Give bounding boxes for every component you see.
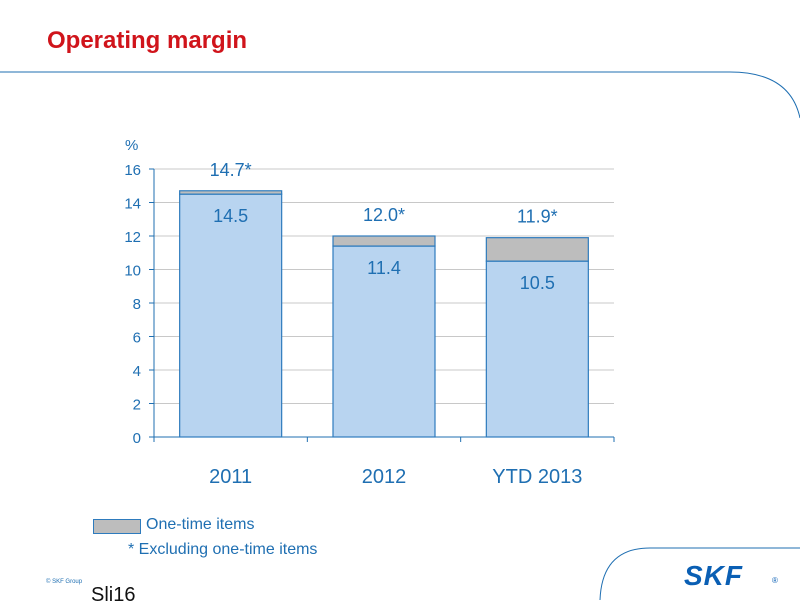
header-rule [0,71,800,119]
x-category-label: 2011 [209,466,252,488]
bar-one-time-items [179,190,283,195]
y-tick-label: 2 [133,397,141,414]
y-tick-label: 10 [124,263,141,280]
slide-number: Sli16 [91,584,136,606]
y-tick-label: 12 [124,229,141,246]
y-tick-label: 0 [133,430,141,447]
bar-base [332,245,436,438]
legend-label-one-time-items: One-time items [146,516,255,533]
y-tick-label: 8 [133,296,141,313]
bar-one-time-items [332,235,436,247]
bar-total-label: 14.7* [210,160,252,180]
registered-mark: ® [772,576,778,585]
y-tick-label: 16 [124,162,141,179]
y-tick-label: 6 [133,330,141,347]
bar-total-label: 12.0* [363,205,405,225]
bar-base [485,260,589,438]
bar-base-label: 14.5 [213,206,248,226]
bar-total-label: 11.9* [517,207,558,227]
footnote: * Excluding one-time items [128,541,318,558]
y-unit-label: % [125,137,138,154]
y-tick-label: 4 [133,363,141,380]
footer-arc [599,547,800,600]
bar-one-time-items [485,237,589,262]
bar-base-label: 11.4 [367,258,401,278]
y-tick-label: 14 [124,196,141,213]
x-category-label: YTD 2013 [492,466,582,488]
x-category-label: 2012 [362,466,407,488]
copyright: © SKF Group [46,579,83,585]
bar-base [179,193,283,438]
bar-base-label: 10.5 [520,273,555,293]
legend-swatch-one-time-items [93,519,141,534]
skf-logo: SKF [684,560,743,591]
slide-title: Operating margin [47,27,248,54]
